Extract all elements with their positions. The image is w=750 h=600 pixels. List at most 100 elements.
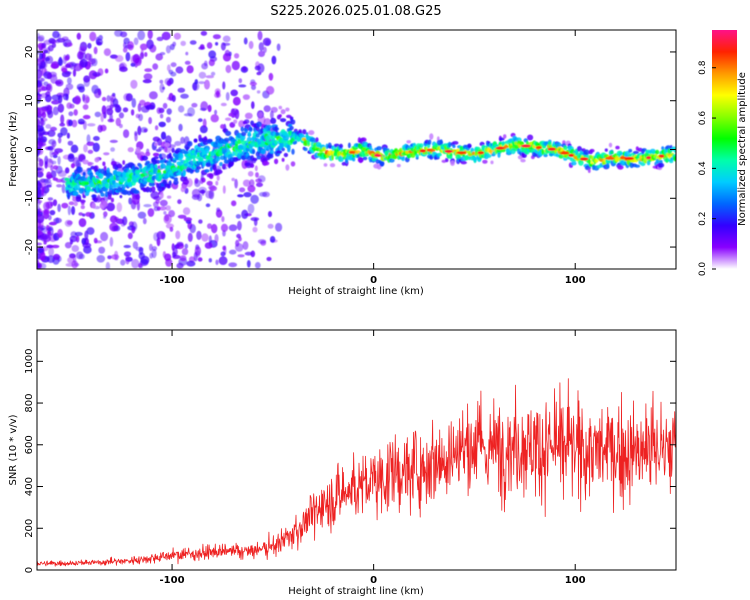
spectrogram-cell	[278, 114, 282, 118]
spectrogram-cell	[587, 168, 591, 173]
colorbar-scale	[712, 30, 737, 269]
spectrogram-cell	[251, 101, 255, 109]
spectrogram-cell	[204, 169, 210, 173]
spectrogram-cell	[38, 141, 44, 148]
spectrogram-cell	[64, 55, 70, 61]
spectrogram-cell	[85, 53, 92, 61]
spectrogram-cell	[37, 200, 41, 206]
spectrogram-cell	[52, 199, 58, 207]
spectrogram-cell	[401, 156, 405, 162]
spectrogram-cell	[210, 71, 216, 76]
spectrogram-cell	[437, 152, 442, 157]
spectrogram-cell	[131, 226, 136, 234]
spectrogram-cell	[37, 205, 41, 215]
spectrogram-cell	[619, 156, 626, 160]
spectrogram-cell	[86, 227, 95, 235]
x-tick-label: 100	[565, 575, 586, 586]
spectrogram-cell	[199, 125, 208, 134]
spectrogram-cell	[289, 116, 294, 120]
spectrogram-cell	[457, 154, 462, 159]
spectrogram-cell	[48, 221, 57, 226]
spectrogram-cell	[169, 156, 174, 162]
spectrogram-cell	[661, 146, 665, 151]
spectrogram-cell	[260, 128, 264, 134]
spectrogram-cell	[109, 236, 114, 247]
spectrogram-cell	[275, 132, 280, 137]
spectrogram-cell	[61, 202, 69, 209]
spectrogram-cell	[109, 139, 118, 143]
spectrogram-cell	[237, 220, 242, 231]
spectrogram-cell	[107, 118, 115, 123]
spectrogram-cell	[172, 41, 177, 47]
spectrogram-cell	[255, 172, 259, 178]
spectrogram-cell	[110, 147, 115, 152]
spectrogram-cell	[615, 145, 620, 150]
spectrogram-cell	[50, 201, 54, 207]
spectrogram-cell	[122, 47, 128, 53]
spectrogram-cell	[589, 148, 595, 153]
spectrogram-cell	[139, 52, 145, 60]
snr-series-line	[37, 378, 676, 567]
spectrogram-cell	[197, 257, 203, 262]
spectrogram-cell	[231, 108, 239, 116]
spectrogram-cell	[67, 140, 74, 146]
spectrogram-cell	[111, 225, 119, 232]
spectrogram-cell	[239, 187, 246, 193]
spectrogram-cell	[338, 155, 344, 162]
spectrogram-cell	[477, 151, 485, 155]
spectrogram-cell	[37, 140, 41, 150]
spectrogram-cell	[246, 260, 251, 268]
spectrogram-cell	[558, 154, 564, 159]
spectrogram-cell	[155, 53, 163, 61]
spectrogram-cell	[229, 249, 237, 255]
spectrogram-cell	[130, 54, 140, 65]
spectrogram-cell	[428, 139, 432, 145]
spectrogram-cell	[102, 201, 108, 207]
spectrogram-cell	[142, 217, 147, 225]
spectrogram-cell	[281, 147, 285, 152]
spectrogram-cell	[279, 142, 285, 149]
y-tick-label: 0	[24, 567, 35, 573]
spectrogram-cell	[583, 149, 590, 156]
spectrogram-cell	[628, 148, 633, 153]
spectrogram-cell	[103, 152, 110, 156]
spectrogram-cell	[263, 105, 271, 113]
spectrogram-cell	[270, 106, 278, 113]
spectrogram-cell	[241, 209, 249, 219]
spectrogram-cell	[117, 186, 122, 191]
spectrogram-cell	[138, 113, 144, 122]
spectrogram-cell	[64, 242, 72, 249]
spectrogram-cell	[673, 147, 676, 153]
spectrogram-cell	[173, 177, 178, 182]
spectrogram-cell	[37, 242, 43, 246]
spectrogram-cell	[215, 259, 219, 266]
spectrogram-cell	[220, 42, 226, 51]
spectrogram-cell	[237, 194, 244, 198]
spectrogram-cell	[41, 112, 47, 119]
spectrogram-cell	[608, 142, 613, 148]
spectrogram-cell	[43, 81, 49, 87]
spectrogram-cell	[176, 262, 184, 269]
figure-title: S225.2026.025.01.08.G25	[270, 4, 441, 19]
spectrogram-cell	[73, 201, 78, 207]
spectrogram-cell	[94, 111, 102, 118]
spectrogram-cell	[215, 42, 219, 46]
spectrogram-cell	[249, 81, 257, 86]
x-tick-label: 0	[370, 575, 377, 586]
spectrogram-cell	[156, 107, 162, 114]
spectrogram-cell	[205, 203, 211, 208]
spectrogram-cell	[55, 217, 60, 224]
spectrogram-cell	[170, 71, 177, 77]
spectrogram-cell	[121, 184, 126, 190]
spectrogram-cell	[37, 262, 40, 269]
spectrogram-cell	[499, 137, 505, 141]
spectrogram-cell	[642, 148, 647, 152]
spectrogram-cell	[74, 231, 83, 237]
spectrogram-cell	[145, 160, 150, 164]
spectrogram-cell	[266, 124, 272, 129]
spectrogram-cell	[166, 108, 172, 115]
spectrogram-cell	[323, 163, 328, 167]
spectrogram-cell	[220, 223, 229, 232]
spectrogram-cell	[209, 185, 218, 192]
